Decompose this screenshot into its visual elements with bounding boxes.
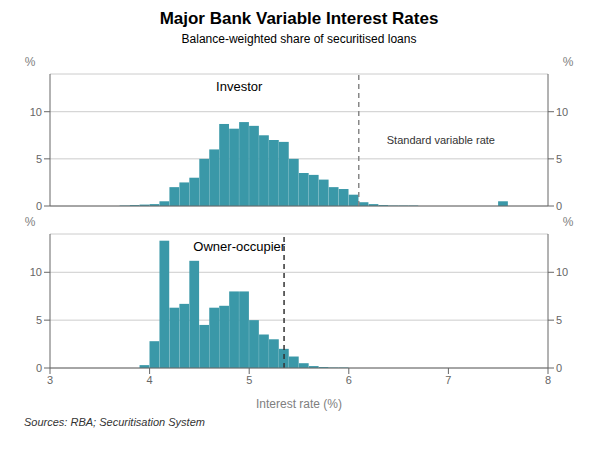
svg-text:3: 3 xyxy=(47,374,53,386)
svg-text:5: 5 xyxy=(556,314,562,326)
svg-text:5: 5 xyxy=(36,153,42,165)
svg-text:Interest rate (%): Interest rate (%) xyxy=(256,397,342,411)
svg-text:0: 0 xyxy=(36,362,42,374)
html-text:Balance-weighted share of secu: Balance-weighted share of securitised lo… xyxy=(181,32,417,46)
svg-text:10: 10 xyxy=(30,266,42,278)
svg-text:7: 7 xyxy=(445,374,451,386)
svg-text:10: 10 xyxy=(556,106,568,118)
svg-text:0: 0 xyxy=(556,362,562,374)
svg-text:6: 6 xyxy=(346,374,352,386)
svg-text:Standard variable rate: Standard variable rate xyxy=(387,134,495,146)
svg-text:%: % xyxy=(563,55,574,69)
svg-text:0: 0 xyxy=(36,200,42,212)
svg-text:%: % xyxy=(563,215,574,229)
svg-text:%: % xyxy=(25,215,36,229)
html-text:Owner-occupier: Owner-occupier xyxy=(193,239,286,255)
svg-text:8: 8 xyxy=(545,374,551,386)
svg-text:5: 5 xyxy=(246,374,252,386)
svg-text:5: 5 xyxy=(556,153,562,165)
svg-text:0: 0 xyxy=(556,200,562,212)
html-text:Major Bank Variable Interest R: Major Bank Variable Interest Rates xyxy=(159,9,439,28)
svg-text:%: % xyxy=(25,55,36,69)
svg-text:10: 10 xyxy=(556,266,568,278)
html-text:Sources: RBA; Securitisation S: Sources: RBA; Securitisation System xyxy=(24,416,205,428)
svg-text:10: 10 xyxy=(30,106,42,118)
svg-text:4: 4 xyxy=(147,374,153,386)
svg-text:5: 5 xyxy=(36,314,42,326)
html-text:Investor: Investor xyxy=(216,79,263,95)
